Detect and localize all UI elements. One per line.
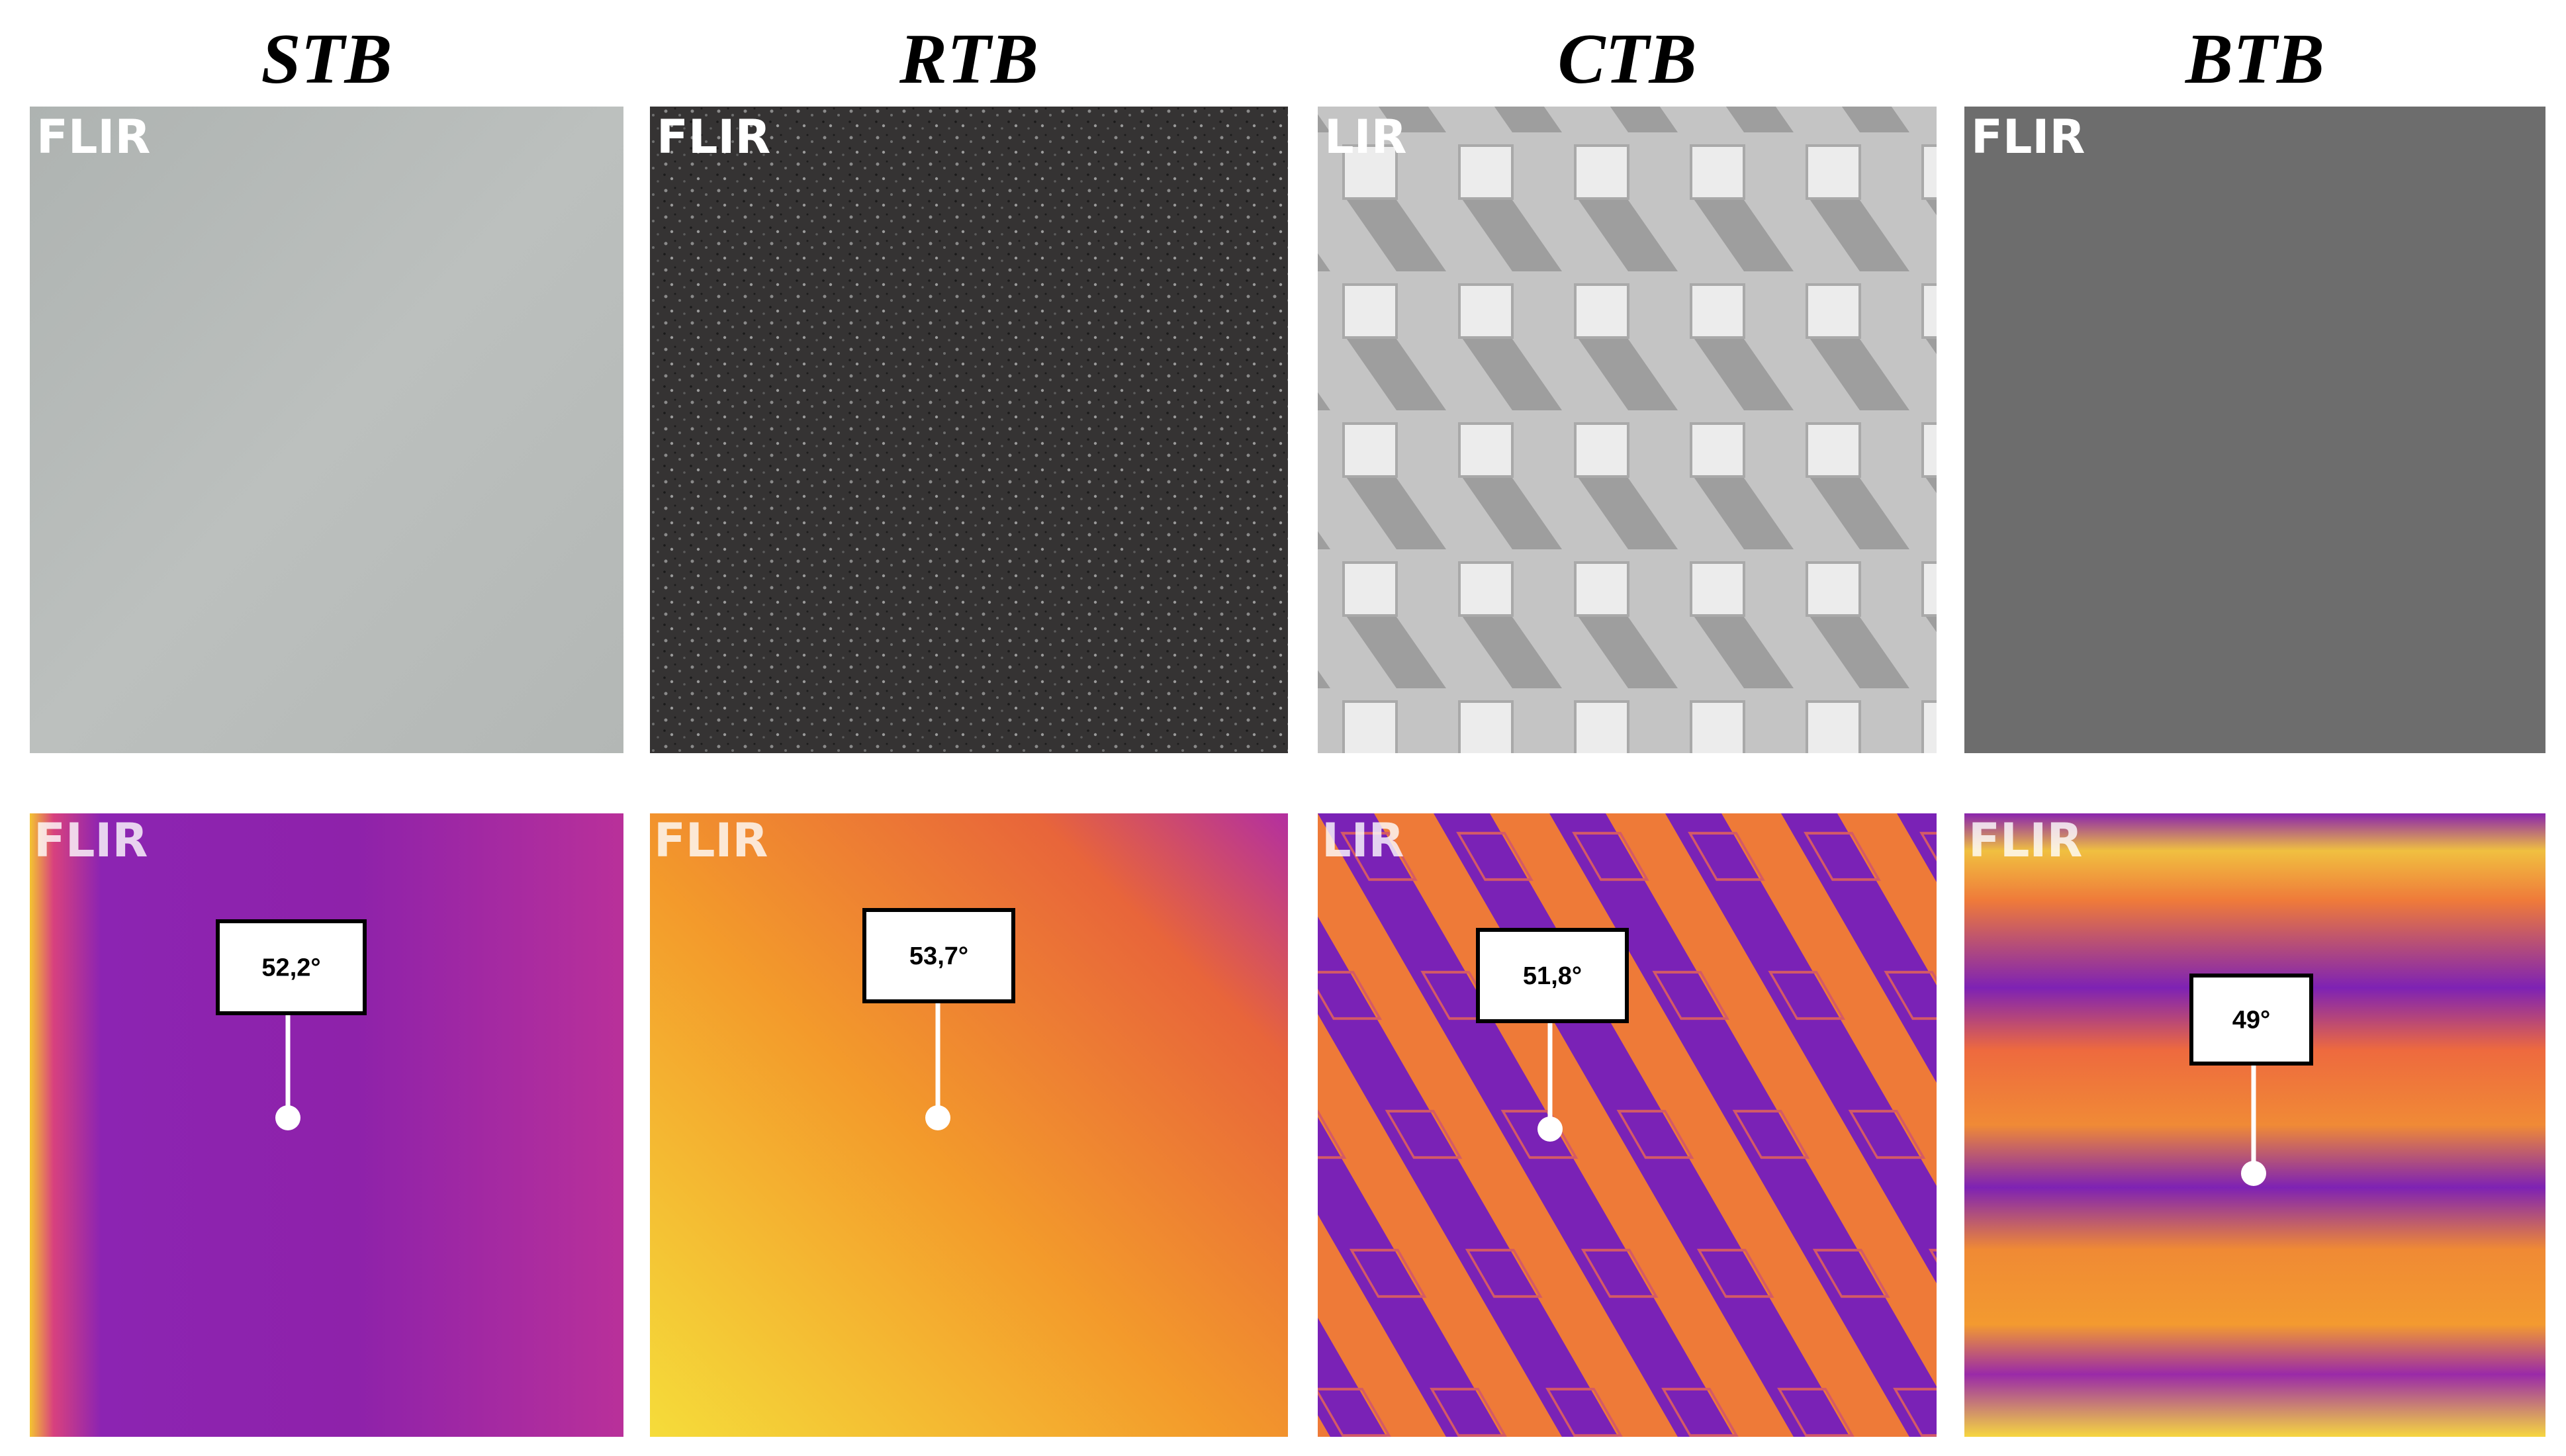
temperature-box	[1476, 928, 1629, 1023]
camera-logo: FLIR	[1968, 813, 2082, 868]
photo	[30, 107, 623, 753]
photo	[1318, 107, 1937, 753]
thermal-image	[1318, 813, 1937, 1437]
photo	[650, 107, 1288, 753]
camera-logo: FLIR	[657, 110, 770, 164]
thermal-image	[650, 813, 1288, 1437]
camera-logo: FLIR	[36, 110, 150, 164]
camera-logo: FLIR	[1971, 110, 2085, 164]
temperature-label: 51,8°	[1523, 962, 1582, 990]
column-title: STB	[261, 20, 392, 99]
photo	[1964, 107, 2545, 753]
pointer-dot	[1537, 1116, 1563, 1142]
temperature-box	[862, 908, 1015, 1003]
pointer-dot	[2241, 1161, 2266, 1186]
temperature-label: 53,7°	[909, 942, 968, 970]
temperature-box	[2189, 974, 2313, 1066]
camera-logo: FLIR	[654, 813, 768, 868]
temperature-label: 49°	[2232, 1007, 2270, 1034]
temperature-box	[216, 919, 367, 1015]
camera-logo: FLIR	[34, 813, 148, 868]
pointer-dot	[275, 1105, 300, 1130]
camera-logo: LIR	[1322, 813, 1404, 868]
camera-logo: LIR	[1324, 110, 1407, 164]
temperature-label: 52,2°	[261, 954, 320, 982]
column-title: BTB	[2185, 20, 2324, 99]
column-title: RTB	[899, 20, 1038, 99]
column-title: CTB	[1557, 20, 1696, 99]
pointer-dot	[925, 1105, 950, 1130]
thermal-image	[30, 813, 623, 1437]
